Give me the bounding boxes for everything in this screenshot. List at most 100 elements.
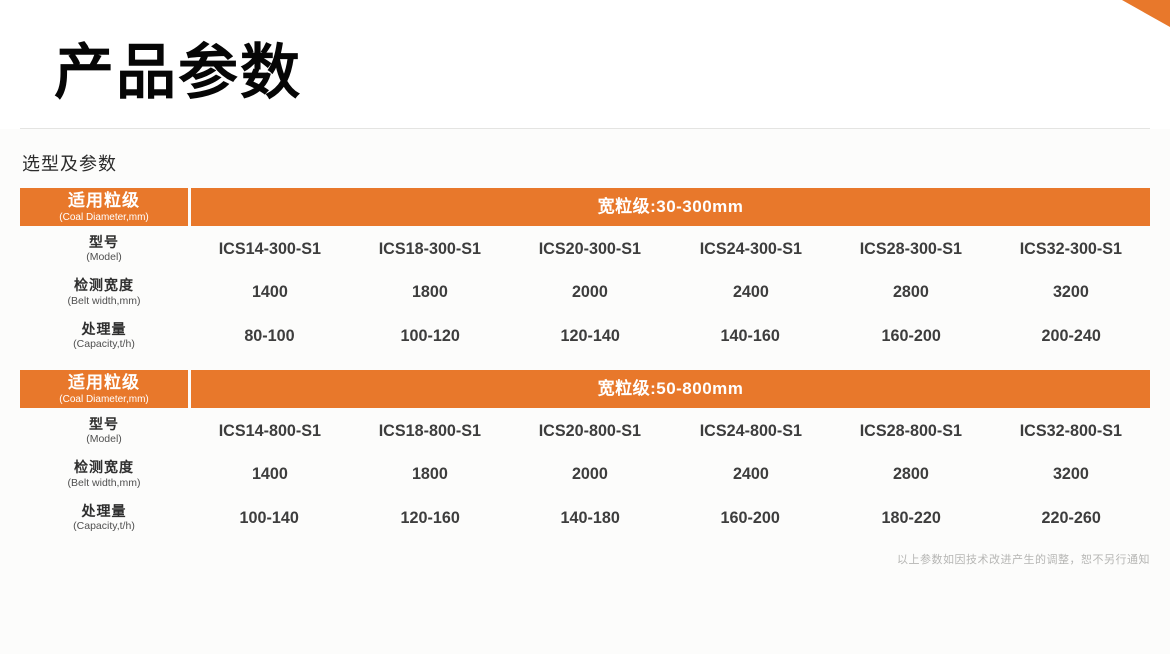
capacity-value: 160-200 (721, 507, 781, 527)
beltwidth-value: 2400 (732, 464, 769, 484)
table2-capacity-cell: 220-260 (993, 497, 1150, 538)
table1-model-cell: ICS32-300-S1 (993, 228, 1150, 269)
table1-model-cell: ICS20-300-S1 (512, 228, 669, 269)
capacity-value: 80-100 (244, 325, 295, 345)
capacity-value: 120-140 (560, 325, 620, 345)
model-value: ICS28-300-S1 (859, 238, 963, 258)
table2-capacity-cell: 140-180 (512, 497, 669, 538)
row-sublabel: (Belt width,mm) (67, 294, 141, 307)
table1-capacity-cell: 100-120 (351, 315, 508, 356)
table2-beltwidth-cell: 2400 (672, 453, 829, 495)
capacity-value: 100-120 (400, 325, 460, 345)
table2-beltwidth-cell: 3200 (993, 453, 1150, 495)
beltwidth-value: 1400 (251, 464, 288, 484)
table1-model-cell: ICS14-300-S1 (191, 228, 348, 269)
beltwidth-value: 3200 (1053, 464, 1090, 484)
table1-beltwidth-cell: 2800 (832, 271, 989, 313)
table1-capacity-cell: 200-240 (993, 315, 1150, 356)
table2-beltwidth-cell: 1400 (191, 453, 348, 495)
table1-beltwidth-cell: 1400 (191, 271, 348, 313)
table2-capacity-cell: 100-140 (191, 497, 348, 538)
table2-model-cell: ICS28-800-S1 (832, 410, 989, 451)
table1-corner-header: 适用粒级 (Coal Diameter,mm) (20, 188, 188, 226)
model-value: ICS18-800-S1 (378, 420, 482, 440)
model-value: ICS24-300-S1 (699, 238, 802, 258)
model-value: ICS20-300-S1 (539, 238, 642, 258)
model-value: ICS32-800-S1 (1020, 420, 1123, 440)
table1-corner-label: 适用粒级 (68, 190, 140, 210)
disclaimer-footnote: 以上参数如因技术改进产生的调整，恕不另行通知 (897, 554, 1150, 566)
table1-model-cell: ICS28-300-S1 (832, 228, 989, 269)
table2-row-capacity-label: 处理量 (Capacity,t/h) (20, 497, 188, 538)
capacity-value: 100-140 (240, 507, 300, 527)
table1-beltwidth-cell: 1800 (351, 271, 508, 313)
row-label: 处理量 (81, 320, 127, 337)
model-value: ICS14-800-S1 (218, 420, 321, 440)
row-label: 检测宽度 (74, 277, 134, 294)
row-sublabel: (Capacity,t/h) (73, 520, 135, 533)
table1-capacity-cell: 120-140 (512, 315, 669, 356)
beltwidth-value: 2000 (572, 282, 609, 302)
capacity-value: 120-160 (400, 507, 460, 527)
model-value: ICS24-800-S1 (699, 420, 802, 440)
table1-row-capacity-label: 处理量 (Capacity,t/h) (20, 315, 188, 356)
table2-beltwidth-cell: 1800 (351, 453, 508, 495)
spec-table-50-800: 适用粒级 (Coal Diameter,mm) 宽粒级:50-800mm 型号 … (20, 370, 1150, 538)
model-value: ICS14-300-S1 (218, 238, 321, 258)
capacity-value: 140-160 (721, 325, 781, 345)
table2-model-cell: ICS18-800-S1 (351, 410, 508, 451)
row-sublabel: (Belt width,mm) (67, 476, 141, 489)
beltwidth-value: 2800 (893, 464, 929, 484)
row-label: 型号 (89, 233, 119, 250)
beltwidth-value: 1800 (412, 464, 448, 484)
row-sublabel: (Model) (86, 433, 122, 446)
model-value: ICS32-300-S1 (1020, 238, 1123, 258)
table1-corner-sublabel: (Coal Diameter,mm) (59, 211, 149, 223)
table1-capacity-cell: 80-100 (191, 315, 348, 356)
table2-row-beltwidth-label: 检测宽度 (Belt width,mm) (20, 453, 188, 495)
row-label: 检测宽度 (74, 459, 134, 476)
table1-band-header: 宽粒级:30-300mm (191, 188, 1150, 226)
table2-capacity-cell: 120-160 (351, 497, 508, 538)
model-value: ICS18-300-S1 (378, 238, 482, 258)
table2-beltwidth-cell: 2800 (832, 453, 989, 495)
spec-table-30-300: 适用粒级 (Coal Diameter,mm) 宽粒级:30-300mm 型号 … (20, 188, 1150, 356)
table1-model-cell: ICS18-300-S1 (351, 228, 508, 269)
table1-row-model-label: 型号 (Model) (20, 228, 188, 269)
table2-row-model-label: 型号 (Model) (20, 410, 188, 451)
beltwidth-value: 1400 (251, 282, 288, 302)
table2-corner-sublabel: (Coal Diameter,mm) (59, 393, 149, 405)
table1-beltwidth-cell: 2400 (672, 271, 829, 313)
table1-beltwidth-cell: 3200 (993, 271, 1150, 313)
section-title: 选型及参数 (22, 154, 117, 174)
row-label: 处理量 (81, 502, 127, 519)
capacity-value: 140-180 (560, 507, 620, 527)
table2-model-cell: ICS32-800-S1 (993, 410, 1150, 451)
table1-model-cell: ICS24-300-S1 (672, 228, 829, 269)
corner-accent-triangle (1122, 0, 1170, 27)
row-sublabel: (Model) (86, 251, 122, 264)
capacity-value: 200-240 (1041, 325, 1101, 345)
table2-model-cell: ICS20-800-S1 (512, 410, 669, 451)
table2-corner-label: 适用粒级 (68, 372, 140, 392)
beltwidth-value: 2000 (572, 464, 609, 484)
page-title: 产品参数 (54, 39, 302, 106)
table2-model-cell: ICS14-800-S1 (191, 410, 348, 451)
table2-beltwidth-cell: 2000 (512, 453, 669, 495)
table1-beltwidth-cell: 2000 (512, 271, 669, 313)
beltwidth-value: 2800 (893, 282, 929, 302)
table1-row-beltwidth-label: 检测宽度 (Belt width,mm) (20, 271, 188, 313)
table2-capacity-cell: 160-200 (672, 497, 829, 538)
table2-model-cell: ICS24-800-S1 (672, 410, 829, 451)
table2-corner-header: 适用粒级 (Coal Diameter,mm) (20, 370, 188, 408)
table2-capacity-cell: 180-220 (832, 497, 989, 538)
beltwidth-value: 3200 (1053, 282, 1090, 302)
title-divider (20, 128, 1150, 129)
capacity-value: 220-260 (1041, 507, 1101, 527)
capacity-value: 160-200 (881, 325, 941, 345)
table1-band-title: 宽粒级:30-300mm (597, 197, 744, 217)
table2-band-title: 宽粒级:50-800mm (597, 379, 744, 399)
table1-capacity-cell: 140-160 (672, 315, 829, 356)
model-value: ICS20-800-S1 (539, 420, 642, 440)
model-value: ICS28-800-S1 (859, 420, 963, 440)
